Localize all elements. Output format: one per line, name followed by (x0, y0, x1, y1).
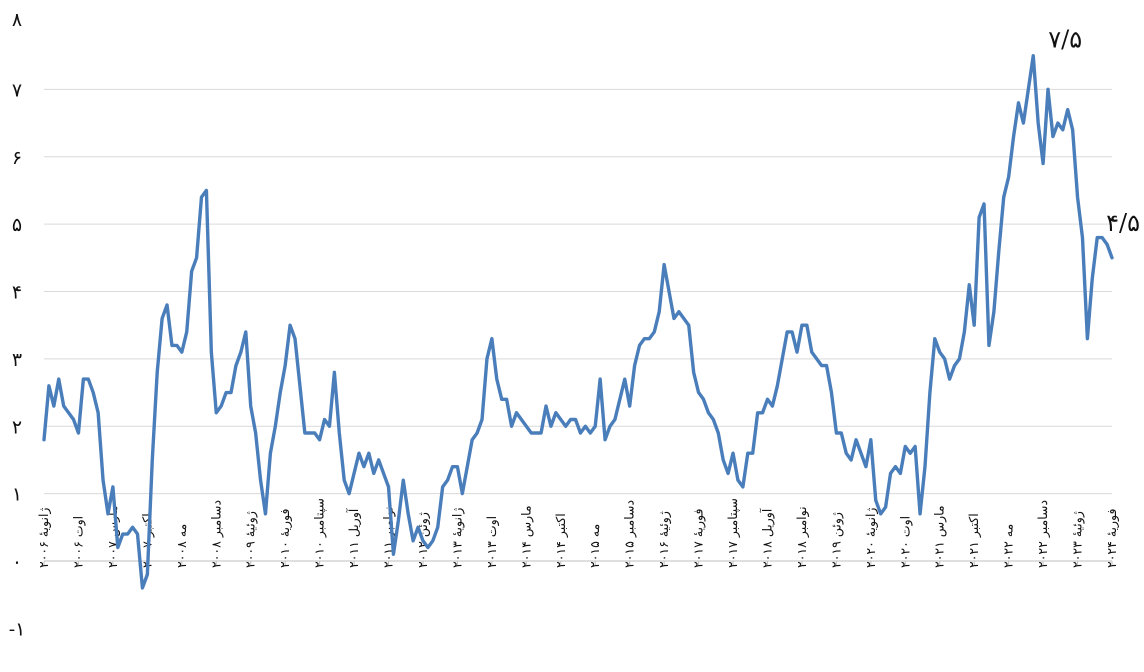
x-tick-label: ژوئیهٔ ۲۰۰۹ (243, 511, 259, 568)
y-tick-label: ۳ (12, 349, 22, 371)
y-tick-label: ۷ (12, 79, 22, 101)
x-tick-label: ژانویهٔ ۲۰۲۰ (863, 508, 879, 568)
x-tick-label: سپتامبر ۲۰۱۷ (725, 498, 741, 568)
y-tick-label: -۱ (9, 618, 26, 640)
x-tick-label: دسامبر ۲۰۱۵ (622, 500, 638, 568)
x-tick-label: ژانویهٔ ۲۰۱۳ (449, 508, 465, 568)
annotations: ۷/۵ ۴/۵ (1048, 26, 1140, 237)
x-tick-label: اوت ۲۰۲۰ (897, 516, 913, 568)
x-tick-label: مه ۲۰۲۲ (1001, 524, 1016, 568)
data-label: ۷/۵ (1048, 26, 1082, 54)
y-tick-label: ۴ (12, 282, 22, 304)
series-layer (42, 53, 1114, 590)
x-tick-label: اوت ۲۰۱۳ (484, 516, 500, 568)
x-tick-label: مه ۲۰۱۵ (587, 524, 602, 568)
y-tick-label: ۲ (12, 416, 22, 438)
x-tick-label: دسامبر ۲۰۰۸ (208, 500, 224, 568)
x-tick-label: فوریهٔ ۲۰۲۴ (1104, 508, 1120, 568)
gridlines (44, 88, 1112, 562)
x-tick-label: دسامبر ۲۰۲۲ (1035, 500, 1051, 568)
x-tick-label: آوریل ۲۰۱۸ (758, 507, 775, 568)
y-tick-label: ۱ (12, 484, 22, 506)
x-tick-label: آوریل ۲۰۱۱ (345, 507, 362, 568)
x-tick-label: مارس ۲۰۱۴ (518, 505, 534, 568)
x-tick-label: نوامبر ۲۰۱۱ (381, 506, 397, 568)
y-tick-label: ۰ (12, 551, 22, 573)
series-line (42, 53, 1114, 590)
data-label: ۴/۵ (1106, 209, 1140, 237)
y-tick-label: ۵ (12, 214, 22, 236)
x-tick-label: نوامبر ۲۰۱۸ (794, 506, 810, 568)
x-tick-label: ژوئیهٔ ۲۰۱۶ (656, 511, 672, 568)
x-tick-label: اوت ۲۰۰۶ (70, 516, 86, 568)
x-tick-label: ژانویهٔ ۲۰۰۶ (36, 508, 52, 568)
y-tick-label: ۶ (12, 147, 22, 169)
y-axis-ticks: -۱ ۰ ۱ ۲ ۳ ۴ ۵ ۶ ۷ ۸ (9, 9, 26, 640)
x-tick-label: سپتامبر ۲۰۱۰ (312, 498, 328, 568)
x-tick-label: فوریهٔ ۲۰۱۷ (691, 508, 707, 568)
x-tick-label: اکتبر ۲۰۱۴ (553, 513, 569, 568)
x-tick-label: مارس ۲۰۲۱ (932, 505, 948, 568)
x-tick-label: مه ۲۰۰۸ (174, 524, 189, 568)
x-tick-label: فوریهٔ ۲۰۱۰ (277, 508, 293, 568)
y-tick-label: ۸ (12, 9, 22, 31)
x-tick-label: ژوئن ۲۰۱۹ (828, 512, 844, 568)
x-tick-label: اکتبر ۲۰۲۱ (966, 513, 982, 568)
x-tick-label: ژوئیهٔ ۲۰۲۳ (1070, 511, 1086, 568)
